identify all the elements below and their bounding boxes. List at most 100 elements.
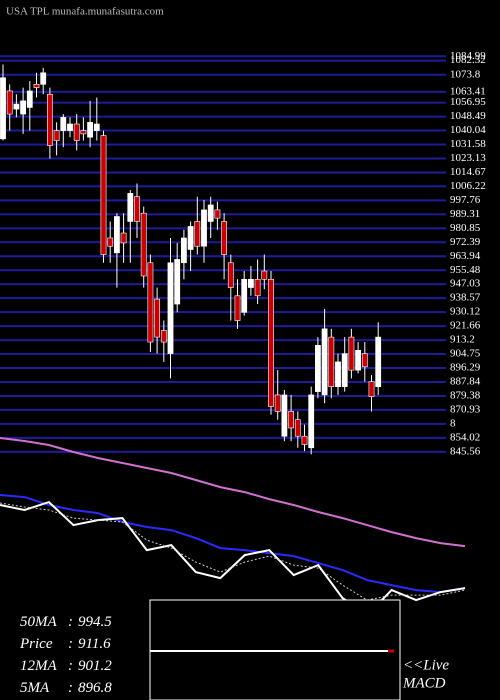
- candle-body: [134, 196, 140, 222]
- candle-body: [187, 226, 194, 250]
- candle-body: [114, 216, 120, 254]
- y-tick-label: 921.66: [450, 320, 481, 332]
- candle-body: [341, 353, 348, 387]
- candle-body: [100, 135, 107, 255]
- header: USA TPL munafa.munafasutra.com: [6, 6, 164, 18]
- y-tick-label: 947.03: [450, 278, 481, 290]
- indicator-value: 994.5: [78, 614, 112, 630]
- indicator-value: 901.2: [78, 658, 112, 674]
- ma-line: [0, 502, 466, 601]
- candle-body: [201, 209, 207, 247]
- indicator-value: 896.8: [78, 680, 112, 696]
- candle-body: [288, 411, 294, 429]
- candle-body: [321, 328, 328, 396]
- candle-body: [93, 123, 100, 131]
- candle-body: [234, 295, 241, 321]
- y-tick-label: 955.48: [450, 264, 481, 276]
- candle-body: [214, 209, 221, 219]
- candle-body: [254, 278, 261, 297]
- y-tick-label: 879.38: [450, 389, 481, 401]
- y-tick-label: 1014.67: [450, 166, 486, 178]
- candle-body: [301, 435, 308, 445]
- y-tick-label: 930.12: [450, 306, 480, 318]
- indicator-label: Price: [19, 636, 53, 652]
- y-tick-label: 989.31: [450, 208, 480, 220]
- y-tick-label: 972.39: [450, 236, 481, 248]
- y-tick-label: 854.02: [450, 431, 480, 443]
- y-tick-label: 980.85: [450, 222, 481, 234]
- y-tick-label: 870.93: [450, 403, 481, 415]
- candle-body: [67, 123, 73, 131]
- indicator-label: 5MA: [20, 680, 50, 696]
- candle-body: [261, 270, 268, 280]
- separator: :: [68, 614, 73, 630]
- y-tick-label: 887.84: [450, 375, 481, 387]
- indicator: Price:911.6: [19, 636, 111, 652]
- candle-body: [348, 336, 355, 371]
- candle-body: [0, 77, 6, 140]
- candle-body: [33, 84, 40, 88]
- candle-body: [181, 237, 187, 264]
- candle-body: [20, 100, 26, 115]
- indicator-label: 50MA: [20, 614, 57, 630]
- indicator: 5MA:896.8: [20, 680, 112, 696]
- candle-body: [294, 419, 301, 437]
- candle-body: [281, 394, 288, 437]
- candle-body: [241, 278, 248, 313]
- separator: :: [68, 658, 73, 674]
- indicator: 50MA:994.5: [20, 614, 112, 630]
- y-tick-label: 1023.13: [450, 152, 486, 164]
- indicator-value: 911.6: [78, 636, 111, 652]
- candle-body: [80, 130, 87, 135]
- candle-body: [107, 237, 114, 247]
- candle-body: [26, 90, 33, 108]
- candle-body: [361, 353, 368, 368]
- candle-body: [140, 212, 147, 277]
- separator: :: [68, 680, 73, 696]
- candle-body: [87, 122, 93, 138]
- ma-line: [0, 437, 466, 548]
- y-tick-label: 1082.32: [450, 54, 486, 66]
- candle-body: [248, 278, 254, 288]
- candle-body: [194, 221, 201, 247]
- candle-body: [368, 381, 375, 397]
- separator: :: [68, 636, 73, 652]
- y-tick-label: 8: [450, 417, 456, 429]
- candle-body: [268, 278, 274, 407]
- candle-body: [13, 103, 20, 110]
- candle-body: [46, 93, 53, 146]
- candle-body: [274, 394, 281, 412]
- candle-body: [160, 330, 167, 343]
- candle-body: [167, 262, 174, 354]
- candle-body: [221, 221, 227, 255]
- macd-label: MACD: [402, 675, 446, 691]
- y-tick-label: 896.29: [450, 362, 481, 374]
- candle-body: [127, 193, 134, 222]
- candle-body: [6, 90, 13, 115]
- y-tick-label: 1006.22: [450, 180, 486, 192]
- candle-body: [60, 117, 67, 131]
- y-tick-label: 1073.8: [450, 68, 481, 80]
- y-tick-label: 1031.58: [450, 138, 486, 150]
- candle-body: [335, 361, 341, 387]
- candle-body: [154, 298, 160, 338]
- ma-line: [0, 494, 466, 594]
- y-tick-label: 1063.41: [450, 85, 486, 97]
- candle-body: [227, 262, 234, 288]
- y-tick-label: 1040.04: [450, 124, 486, 136]
- indicator-label: 12MA: [20, 658, 57, 674]
- y-tick-label: 1084.99: [450, 50, 486, 62]
- candle-body: [355, 350, 361, 371]
- candle-body: [120, 232, 127, 244]
- candle-body: [174, 259, 181, 305]
- y-tick-label: 938.57: [450, 292, 481, 304]
- candle-body: [73, 123, 80, 141]
- y-tick-label: 997.76: [450, 194, 481, 206]
- candle-body: [147, 262, 154, 343]
- candle-body: [207, 204, 214, 222]
- macd-label: <<Live: [403, 657, 449, 673]
- candle-body: [314, 345, 321, 392]
- y-tick-label: 1056.95: [450, 96, 486, 108]
- indicator: 12MA:901.2: [20, 658, 112, 674]
